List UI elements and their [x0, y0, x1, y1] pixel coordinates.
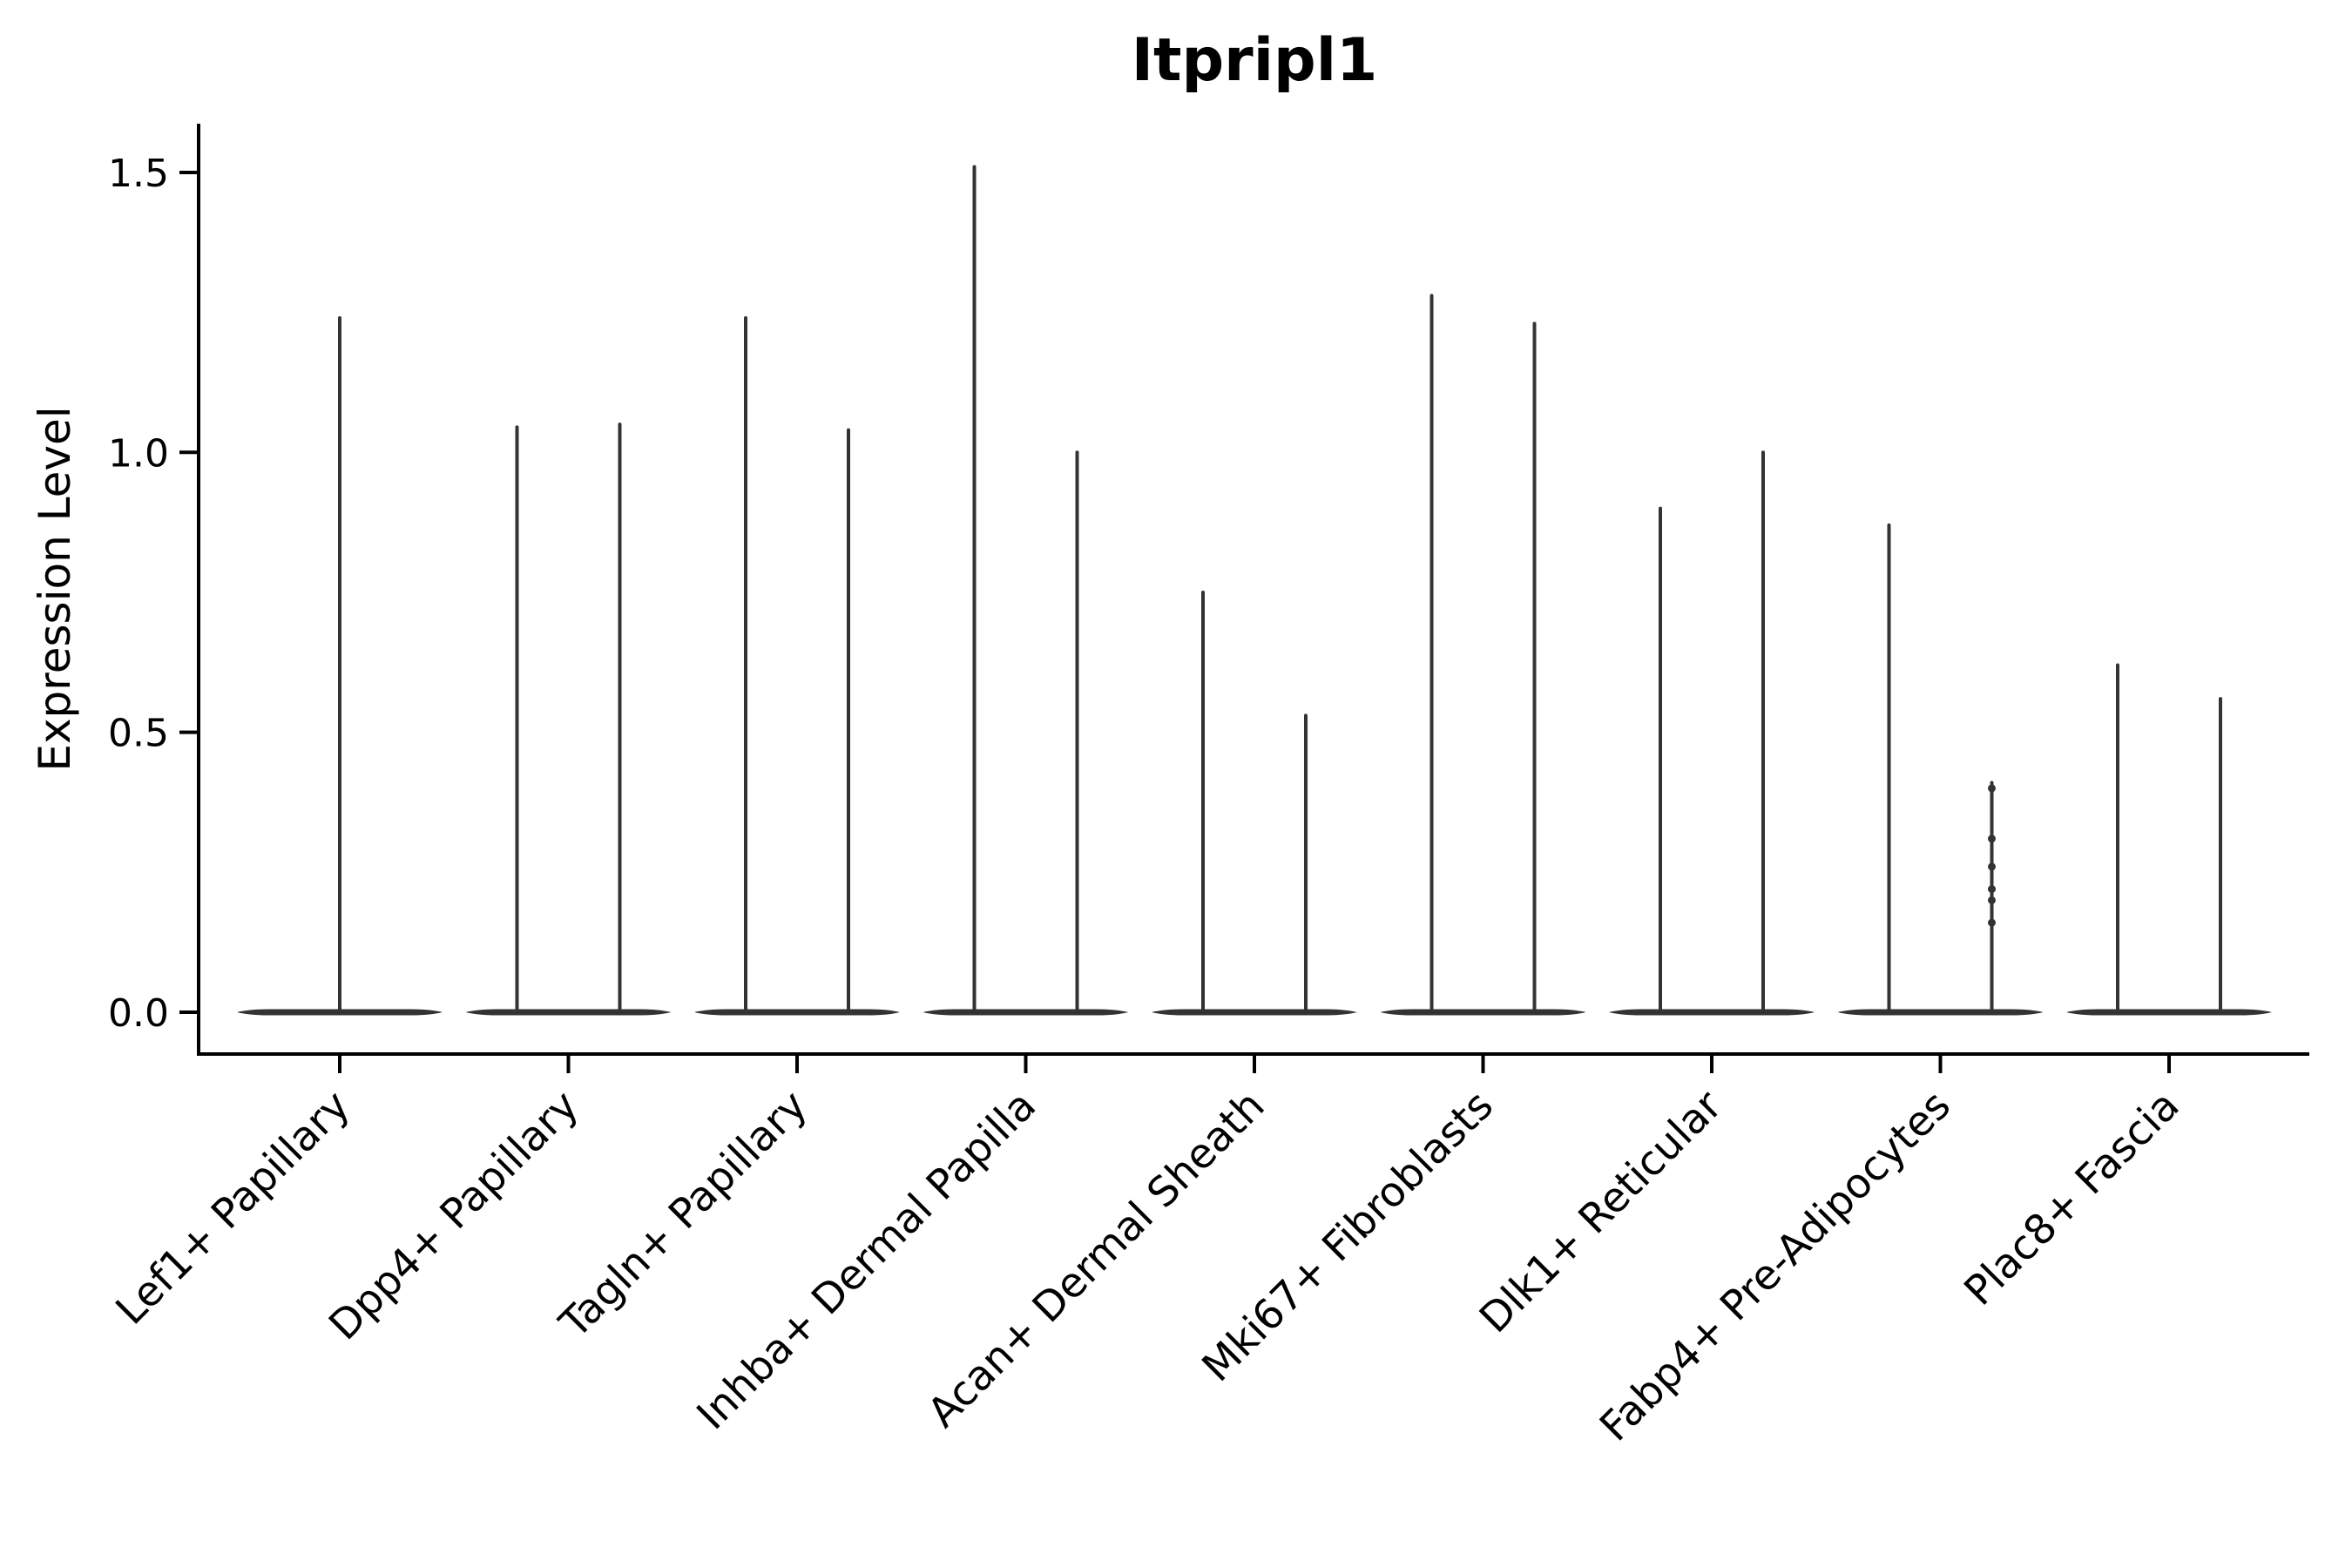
y-tick-label: 1.0 — [108, 431, 169, 476]
violin-category — [1609, 450, 1815, 1016]
violin-baseline — [2066, 1009, 2272, 1016]
violin-category — [694, 316, 900, 1016]
violin-baseline — [1837, 1009, 2044, 1016]
y-tick-label: 0.0 — [108, 991, 169, 1036]
expression-point — [1988, 918, 1996, 927]
chart-title: Itpripl1 — [1132, 26, 1378, 95]
y-axis-label: Expression Level — [30, 406, 80, 771]
violin-baseline — [1380, 1009, 1586, 1016]
violin-baseline — [1152, 1009, 1357, 1016]
violin-baseline — [1609, 1009, 1815, 1016]
expression-point — [1988, 862, 1996, 871]
expression-point — [1988, 784, 1996, 793]
violin-category — [1380, 294, 1586, 1016]
expression-point — [1988, 835, 1996, 843]
x-tick-label: Plac8+ Fascia — [1956, 1082, 2189, 1315]
violin-category — [237, 316, 443, 1016]
expression-point — [1988, 885, 1996, 894]
violin-category — [923, 165, 1129, 1016]
violin-baseline — [923, 1009, 1129, 1016]
y-tick-label: 1.5 — [108, 152, 169, 196]
x-tick-label: Dlk1+ Reticular — [1470, 1081, 1732, 1342]
violin-category — [1837, 523, 2044, 1016]
violin-category — [2066, 663, 2272, 1016]
x-tick-label: Tagln+ Papillary — [551, 1082, 817, 1348]
violins-group — [237, 165, 2272, 1016]
x-tick-label: Dpp4+ Papillary — [320, 1082, 588, 1350]
violin-category — [1152, 590, 1357, 1016]
y-tick-label: 0.5 — [108, 712, 169, 756]
violin-baseline — [465, 1009, 672, 1016]
violin-category — [465, 422, 672, 1016]
violin-baseline — [694, 1009, 900, 1016]
expression-point — [1988, 896, 1996, 904]
x-tick-label: Lef1+ Papillary — [107, 1082, 360, 1335]
